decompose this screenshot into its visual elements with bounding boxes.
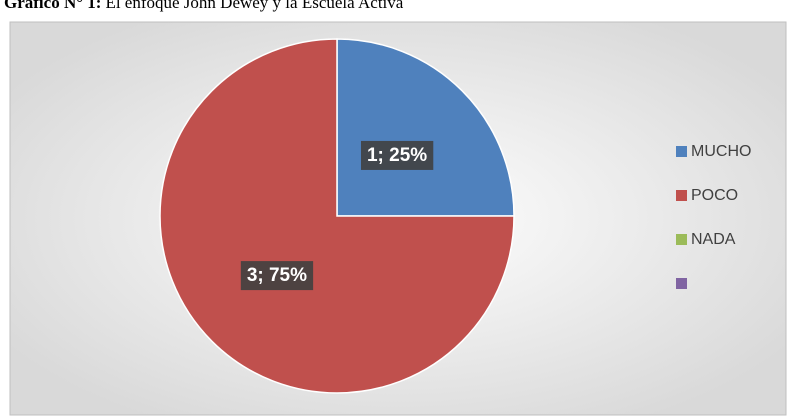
legend-label: POCO xyxy=(691,187,738,204)
legend-swatch xyxy=(676,234,687,245)
data-label: 1; 25% xyxy=(367,145,427,166)
pie-slice xyxy=(336,38,515,217)
legend-label: MUCHO xyxy=(691,143,751,160)
data-label: 3; 75% xyxy=(247,265,307,286)
chart-title: Gráfico N° 1: El enfoque John Dewey y la … xyxy=(4,0,404,12)
legend-label: NADA xyxy=(691,231,736,248)
data-label-box xyxy=(360,140,434,170)
legend-swatch xyxy=(676,146,687,157)
legend-swatch xyxy=(676,278,687,289)
data-label-box xyxy=(240,261,314,291)
pie-slice xyxy=(159,38,515,394)
title-text: El enfoque John Dewey y la Escuela Activ… xyxy=(105,0,403,12)
legend-swatch xyxy=(676,190,687,201)
title-label: Gráfico N° 1: xyxy=(4,0,101,12)
